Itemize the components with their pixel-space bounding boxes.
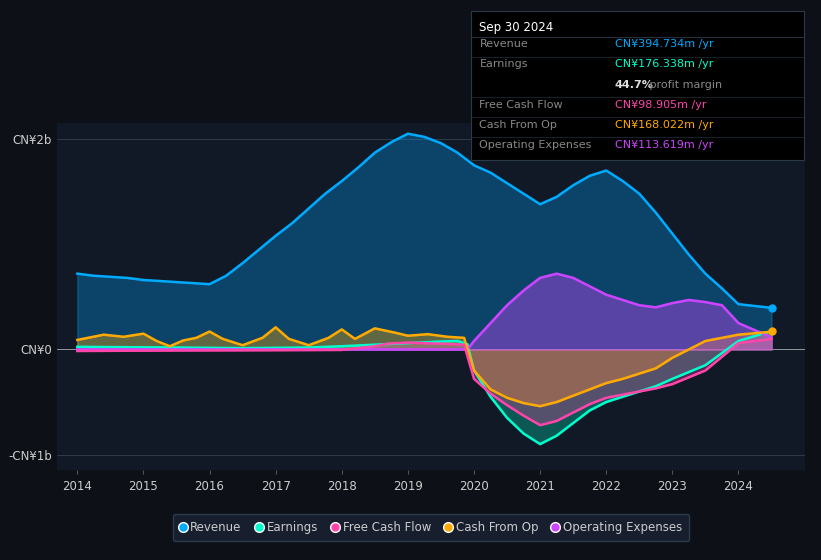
Text: Revenue: Revenue: [479, 39, 528, 49]
Text: Earnings: Earnings: [479, 59, 528, 69]
Text: CN¥98.905m /yr: CN¥98.905m /yr: [615, 100, 706, 110]
Text: CN¥168.022m /yr: CN¥168.022m /yr: [615, 120, 713, 130]
Text: profit margin: profit margin: [646, 80, 722, 90]
Text: Free Cash Flow: Free Cash Flow: [479, 100, 563, 110]
Text: Sep 30 2024: Sep 30 2024: [479, 21, 553, 34]
Text: CN¥176.338m /yr: CN¥176.338m /yr: [615, 59, 713, 69]
Text: 44.7%: 44.7%: [615, 80, 654, 90]
Text: Operating Expenses: Operating Expenses: [479, 140, 592, 150]
Legend: Revenue, Earnings, Free Cash Flow, Cash From Op, Operating Expenses: Revenue, Earnings, Free Cash Flow, Cash …: [172, 514, 690, 541]
Text: CN¥394.734m /yr: CN¥394.734m /yr: [615, 39, 713, 49]
Text: Cash From Op: Cash From Op: [479, 120, 557, 130]
Text: CN¥113.619m /yr: CN¥113.619m /yr: [615, 140, 713, 150]
